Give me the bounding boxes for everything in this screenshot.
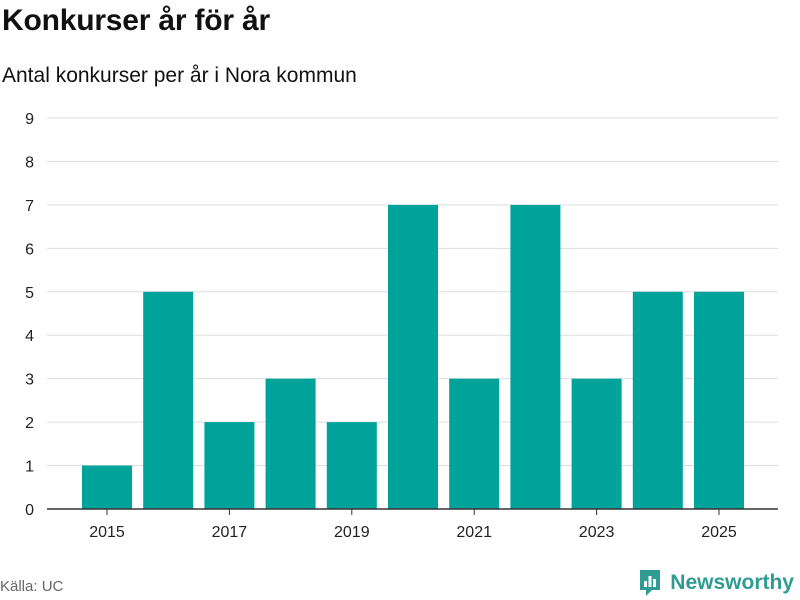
x-tick-label: 2015 xyxy=(89,524,125,541)
y-tick-label: 1 xyxy=(25,459,34,476)
bar-2021 xyxy=(449,378,500,509)
bar-2022 xyxy=(510,204,561,509)
bar-2025 xyxy=(694,291,744,509)
x-tick-label: 2017 xyxy=(212,524,248,541)
bar-2016 xyxy=(143,291,194,509)
bar-chart: 0 1 2 3 4 5 6 7 8 9 2015 2017 2019 2021 2023 2025 xyxy=(25,111,778,541)
brand-logo: Newsworthy xyxy=(638,568,794,598)
bar-2020 xyxy=(388,204,438,509)
bar-2015 xyxy=(82,465,132,509)
bar-2019 xyxy=(326,422,377,509)
brand-name: Newsworthy xyxy=(670,571,794,594)
x-tick-label: 2025 xyxy=(701,524,737,541)
y-tick-label: 9 xyxy=(25,111,34,128)
y-tick-label: 0 xyxy=(25,502,34,519)
bar-2018 xyxy=(265,378,316,509)
bar-2024 xyxy=(632,291,683,509)
y-tick-label: 7 xyxy=(25,198,34,215)
chart-subtitle: Antal konkurser per år i Nora kommun xyxy=(2,64,357,87)
newsworthy-logo-icon xyxy=(640,570,661,596)
x-tick-label: 2019 xyxy=(334,524,370,541)
y-tick-label: 8 xyxy=(25,154,34,171)
x-tick-label: 2021 xyxy=(456,524,492,541)
chart-title: Konkurser år för år xyxy=(2,4,270,37)
bar-2023 xyxy=(571,378,622,509)
x-tick-label: 2023 xyxy=(579,524,615,541)
y-tick-label: 4 xyxy=(25,328,34,345)
y-tick-label: 6 xyxy=(25,241,34,258)
y-tick-label: 3 xyxy=(25,372,34,389)
y-tick-label: 5 xyxy=(25,285,34,302)
bar-2017 xyxy=(204,422,255,509)
source-note: Källa: UC xyxy=(0,578,64,595)
y-tick-label: 2 xyxy=(25,415,34,432)
